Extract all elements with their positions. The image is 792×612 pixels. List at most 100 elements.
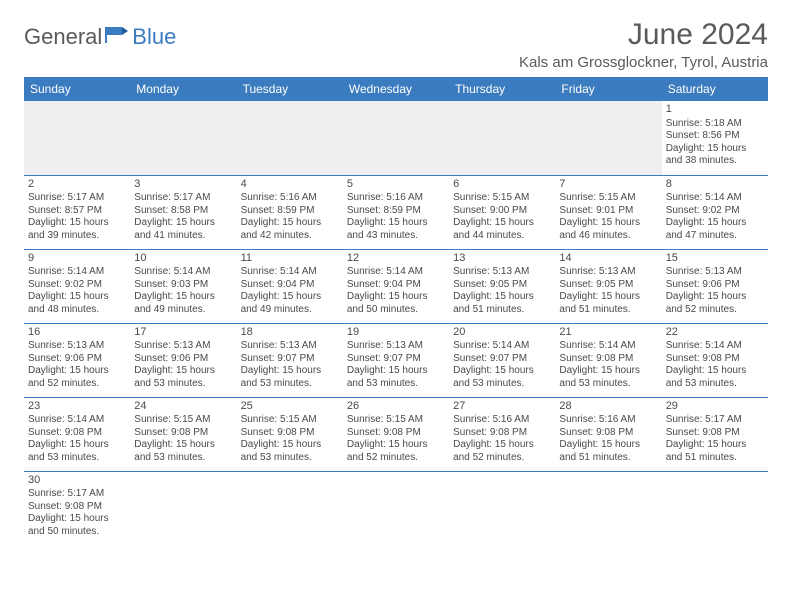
calendar-cell: [130, 101, 236, 175]
calendar-cell: [24, 101, 130, 175]
calendar-cell: 30Sunrise: 5:17 AMSunset: 9:08 PMDayligh…: [24, 471, 130, 545]
weekday-header: Thursday: [449, 77, 555, 101]
calendar-cell: 18Sunrise: 5:13 AMSunset: 9:07 PMDayligh…: [237, 323, 343, 397]
day-number: 21: [559, 326, 657, 340]
sunset-line: Sunset: 9:06 PM: [666, 279, 764, 292]
daylight-line: Daylight: 15 hours and 53 minutes.: [134, 439, 232, 464]
daylight-line: Daylight: 15 hours and 48 minutes.: [28, 291, 126, 316]
sunset-line: Sunset: 9:08 PM: [453, 427, 551, 440]
sunrise-line: Sunrise: 5:13 AM: [453, 266, 551, 279]
day-number: 10: [134, 252, 232, 266]
calendar-table: Sunday Monday Tuesday Wednesday Thursday…: [24, 77, 768, 545]
sunset-line: Sunset: 9:07 PM: [453, 353, 551, 366]
daylight-line: Daylight: 15 hours and 50 minutes.: [347, 291, 445, 316]
calendar-cell: 28Sunrise: 5:16 AMSunset: 9:08 PMDayligh…: [555, 397, 661, 471]
sunset-line: Sunset: 9:04 PM: [241, 279, 339, 292]
daylight-line: Daylight: 15 hours and 53 minutes.: [559, 365, 657, 390]
calendar-cell: 6Sunrise: 5:15 AMSunset: 9:00 PMDaylight…: [449, 175, 555, 249]
sunrise-line: Sunrise: 5:13 AM: [241, 340, 339, 353]
day-number: 19: [347, 326, 445, 340]
calendar-cell: 1Sunrise: 5:18 AMSunset: 8:56 PMDaylight…: [662, 101, 768, 175]
day-number: 16: [28, 326, 126, 340]
day-number: 8: [666, 178, 764, 192]
calendar-row: 1Sunrise: 5:18 AMSunset: 8:56 PMDaylight…: [24, 101, 768, 175]
calendar-cell: [343, 101, 449, 175]
weekday-header: Monday: [130, 77, 236, 101]
sunset-line: Sunset: 9:02 PM: [28, 279, 126, 292]
day-number: 1: [666, 103, 764, 117]
sunset-line: Sunset: 9:08 PM: [28, 427, 126, 440]
sunset-line: Sunset: 9:08 PM: [666, 353, 764, 366]
day-number: 22: [666, 326, 764, 340]
daylight-line: Daylight: 15 hours and 42 minutes.: [241, 217, 339, 242]
sunset-line: Sunset: 9:05 PM: [559, 279, 657, 292]
sunrise-line: Sunrise: 5:13 AM: [134, 340, 232, 353]
day-number: 28: [559, 400, 657, 414]
sunset-line: Sunset: 9:01 PM: [559, 205, 657, 218]
sunset-line: Sunset: 9:08 PM: [241, 427, 339, 440]
calendar-cell: 15Sunrise: 5:13 AMSunset: 9:06 PMDayligh…: [662, 249, 768, 323]
daylight-line: Daylight: 15 hours and 53 minutes.: [453, 365, 551, 390]
sunset-line: Sunset: 9:06 PM: [134, 353, 232, 366]
calendar-cell: [555, 471, 661, 545]
sunset-line: Sunset: 9:08 PM: [666, 427, 764, 440]
daylight-line: Daylight: 15 hours and 52 minutes.: [453, 439, 551, 464]
weekday-header: Saturday: [662, 77, 768, 101]
day-number: 18: [241, 326, 339, 340]
calendar-cell: 3Sunrise: 5:17 AMSunset: 8:58 PMDaylight…: [130, 175, 236, 249]
calendar-cell: 27Sunrise: 5:16 AMSunset: 9:08 PMDayligh…: [449, 397, 555, 471]
calendar-cell: 14Sunrise: 5:13 AMSunset: 9:05 PMDayligh…: [555, 249, 661, 323]
sunrise-line: Sunrise: 5:13 AM: [666, 266, 764, 279]
day-number: 27: [453, 400, 551, 414]
daylight-line: Daylight: 15 hours and 51 minutes.: [559, 439, 657, 464]
day-number: 11: [241, 252, 339, 266]
day-number: 4: [241, 178, 339, 192]
day-number: 26: [347, 400, 445, 414]
daylight-line: Daylight: 15 hours and 53 minutes.: [241, 365, 339, 390]
daylight-line: Daylight: 15 hours and 51 minutes.: [559, 291, 657, 316]
calendar-cell: 24Sunrise: 5:15 AMSunset: 9:08 PMDayligh…: [130, 397, 236, 471]
calendar-cell: 20Sunrise: 5:14 AMSunset: 9:07 PMDayligh…: [449, 323, 555, 397]
calendar-cell: 11Sunrise: 5:14 AMSunset: 9:04 PMDayligh…: [237, 249, 343, 323]
sunrise-line: Sunrise: 5:13 AM: [347, 340, 445, 353]
location: Kals am Grossglockner, Tyrol, Austria: [519, 54, 768, 71]
sunset-line: Sunset: 9:08 PM: [559, 427, 657, 440]
weekday-header: Tuesday: [237, 77, 343, 101]
daylight-line: Daylight: 15 hours and 39 minutes.: [28, 217, 126, 242]
day-number: 20: [453, 326, 551, 340]
calendar-cell: 5Sunrise: 5:16 AMSunset: 8:59 PMDaylight…: [343, 175, 449, 249]
sunset-line: Sunset: 8:57 PM: [28, 205, 126, 218]
daylight-line: Daylight: 15 hours and 50 minutes.: [28, 513, 126, 538]
sunrise-line: Sunrise: 5:15 AM: [453, 192, 551, 205]
daylight-line: Daylight: 15 hours and 53 minutes.: [134, 365, 232, 390]
daylight-line: Daylight: 15 hours and 46 minutes.: [559, 217, 657, 242]
sunrise-line: Sunrise: 5:13 AM: [559, 266, 657, 279]
day-number: 2: [28, 178, 126, 192]
calendar-cell: 26Sunrise: 5:15 AMSunset: 9:08 PMDayligh…: [343, 397, 449, 471]
weekday-header: Sunday: [24, 77, 130, 101]
calendar-cell: 13Sunrise: 5:13 AMSunset: 9:05 PMDayligh…: [449, 249, 555, 323]
calendar-cell: [449, 101, 555, 175]
sunrise-line: Sunrise: 5:14 AM: [666, 192, 764, 205]
daylight-line: Daylight: 15 hours and 53 minutes.: [666, 365, 764, 390]
calendar-cell: 7Sunrise: 5:15 AMSunset: 9:01 PMDaylight…: [555, 175, 661, 249]
day-number: 3: [134, 178, 232, 192]
daylight-line: Daylight: 15 hours and 43 minutes.: [347, 217, 445, 242]
daylight-line: Daylight: 15 hours and 51 minutes.: [666, 439, 764, 464]
sunrise-line: Sunrise: 5:14 AM: [28, 266, 126, 279]
month-title: June 2024: [519, 18, 768, 52]
sunrise-line: Sunrise: 5:13 AM: [28, 340, 126, 353]
title-block: June 2024 Kals am Grossglockner, Tyrol, …: [519, 18, 768, 71]
day-number: 24: [134, 400, 232, 414]
sunrise-line: Sunrise: 5:15 AM: [559, 192, 657, 205]
calendar-row: 9Sunrise: 5:14 AMSunset: 9:02 PMDaylight…: [24, 249, 768, 323]
sunrise-line: Sunrise: 5:17 AM: [28, 488, 126, 501]
calendar-cell: 10Sunrise: 5:14 AMSunset: 9:03 PMDayligh…: [130, 249, 236, 323]
sunrise-line: Sunrise: 5:16 AM: [559, 414, 657, 427]
calendar-cell: 12Sunrise: 5:14 AMSunset: 9:04 PMDayligh…: [343, 249, 449, 323]
daylight-line: Daylight: 15 hours and 51 minutes.: [453, 291, 551, 316]
calendar-row: 30Sunrise: 5:17 AMSunset: 9:08 PMDayligh…: [24, 471, 768, 545]
day-number: 15: [666, 252, 764, 266]
day-number: 12: [347, 252, 445, 266]
calendar-cell: 8Sunrise: 5:14 AMSunset: 9:02 PMDaylight…: [662, 175, 768, 249]
